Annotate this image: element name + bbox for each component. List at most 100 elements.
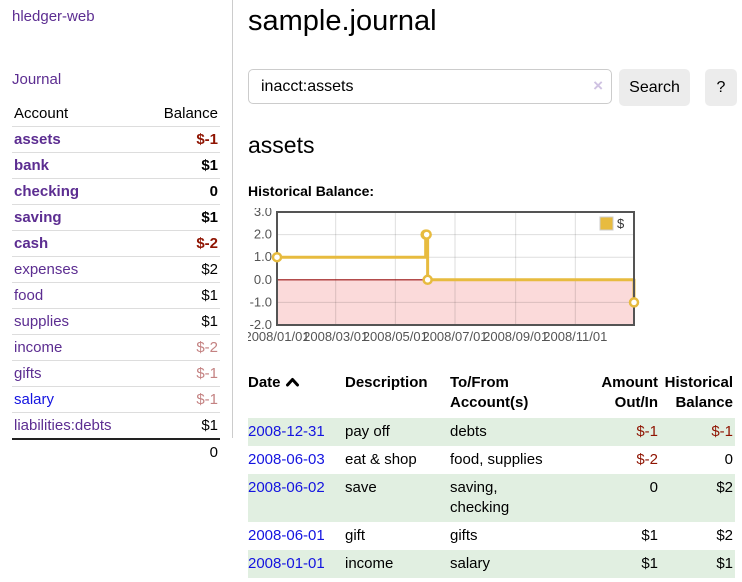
account-balance: $-1	[143, 126, 220, 153]
transaction-amount: $1	[582, 550, 660, 578]
transaction-date-link[interactable]: 2008-01-01	[248, 555, 325, 572]
clear-search-icon[interactable]: ×	[593, 76, 603, 95]
account-row: liabilities:debts $1	[12, 412, 220, 439]
accounts-total-balance: 0	[143, 438, 220, 465]
account-balance: $1	[143, 204, 220, 231]
svg-text:-2.0: -2.0	[250, 317, 272, 332]
data-point-marker	[422, 274, 433, 286]
account-link[interactable]: income	[14, 339, 63, 356]
accounts-header-account: Account	[14, 105, 69, 122]
register-header-accounts: To/From Account(s)	[450, 374, 529, 411]
transaction-description: income	[345, 550, 450, 578]
account-link[interactable]: food	[14, 287, 44, 304]
account-balance: $2	[143, 256, 220, 283]
account-row: gifts $-1	[12, 360, 220, 387]
transaction-row[interactable]: 2008-06-03 eat & shop food, supplies $-2 0	[248, 446, 735, 474]
account-link[interactable]: checking	[14, 183, 80, 200]
search-input[interactable]	[248, 69, 612, 104]
account-balance: $1	[143, 282, 220, 309]
account-link[interactable]: saving	[14, 209, 62, 226]
chart-label: Historical Balance:	[248, 183, 375, 199]
transaction-row[interactable]: 2008-06-02 save saving, checking 0 $2	[248, 474, 735, 522]
transaction-date-link[interactable]: 2008-06-03	[248, 451, 325, 468]
account-row: saving $1	[12, 204, 220, 231]
account-link[interactable]: cash	[14, 235, 49, 252]
account-balance: $-1	[143, 386, 220, 413]
register-header-balance: Historical Balance	[664, 374, 733, 411]
account-link[interactable]: expenses	[14, 261, 79, 278]
account-row: expenses $2	[12, 256, 220, 283]
account-link[interactable]: bank	[14, 157, 50, 174]
transaction-balance: $2	[716, 527, 733, 544]
svg-text:2008/03/01: 2008/03/01	[303, 329, 368, 344]
svg-text:2008/05/01: 2008/05/01	[363, 329, 428, 344]
account-balance: $1	[143, 412, 220, 439]
transaction-description: gift	[345, 527, 366, 544]
account-balance: 0	[143, 178, 220, 205]
search-button[interactable]: Search	[619, 69, 690, 106]
register-table: Date Description To/From Account(s) Amou…	[248, 371, 735, 578]
transaction-balance: $1	[660, 550, 735, 578]
transaction-balance: $-1	[660, 418, 735, 446]
account-row: supplies $1	[12, 308, 220, 335]
account-balance: $1	[143, 152, 220, 179]
account-link[interactable]: supplies	[14, 313, 70, 330]
account-row: food $1	[12, 282, 220, 309]
sidebar: hledger-web Journal Account Balance asse…	[0, 0, 233, 465]
balance-chart-svg: 3.0 2.0 1.0 0.0 -1.0 -2.02008/01/012008/03/01…	[244, 204, 640, 344]
negative-region	[277, 279, 634, 325]
register-header-date[interactable]: Date	[248, 371, 345, 418]
account-row: checking 0	[12, 178, 220, 205]
svg-text:2008/07/01: 2008/07/01	[422, 329, 487, 344]
transaction-description: eat & shop	[345, 451, 417, 468]
account-row: bank $1	[12, 152, 220, 179]
transaction-balance: 0	[724, 451, 733, 468]
svg-text:3.0: 3.0	[254, 208, 272, 219]
svg-text:1.0: 1.0	[254, 249, 272, 264]
svg-text:2008/09/01: 2008/09/01	[483, 329, 548, 344]
plot-border	[276, 211, 635, 326]
account-row: assets $-1	[12, 126, 220, 153]
sort-ascending-icon	[285, 375, 300, 392]
transaction-description: save	[345, 474, 450, 522]
transaction-amount: $-2	[636, 451, 658, 468]
transaction-amount: 0	[582, 474, 660, 522]
transaction-accounts: gifts	[450, 527, 478, 544]
legend-swatch	[599, 216, 614, 231]
transaction-amount: $-1	[582, 418, 660, 446]
transaction-accounts: debts	[450, 418, 582, 446]
svg-text:2008/11/01: 2008/11/01	[543, 329, 607, 344]
account-link[interactable]: gifts	[14, 365, 42, 382]
account-link[interactable]: salary	[14, 391, 55, 408]
register-header-description: Description	[345, 374, 428, 391]
accounts-header-balance: Balance	[163, 105, 218, 122]
transaction-row[interactable]: 2008-12-31 pay off debts $-1 $-1	[248, 418, 735, 446]
account-link[interactable]: assets	[14, 131, 61, 148]
account-balance: $-2	[143, 230, 220, 257]
page-title: sample.journal	[248, 5, 437, 37]
account-row: income $-2	[12, 334, 220, 361]
transaction-date-link[interactable]: 2008-12-31	[248, 423, 325, 440]
accounts-total-row: 0	[12, 438, 220, 465]
accounts-table: Account Balance assets $-1 bank $1 checking 0…	[12, 102, 220, 465]
account-balance: $-2	[143, 334, 220, 361]
transaction-date-link[interactable]: 2008-06-01	[248, 527, 325, 544]
data-point-marker	[628, 297, 640, 308]
account-heading: assets	[248, 132, 315, 158]
transaction-date-link[interactable]: 2008-06-02	[248, 479, 325, 496]
data-point-marker	[421, 229, 432, 240]
account-balance: $1	[143, 308, 220, 335]
transaction-row[interactable]: 2008-06-01 gift gifts $1 $2	[248, 522, 735, 550]
account-row: cash $-2	[12, 230, 220, 257]
help-button[interactable]: ?	[705, 69, 737, 106]
account-row: salary $-1	[12, 386, 220, 413]
transaction-row[interactable]: 2008-01-01 income salary $1 $1	[248, 550, 735, 578]
svg-text:2008/01/01: 2008/01/01	[248, 329, 310, 344]
balance-chart[interactable]: 3.0 2.0 1.0 0.0 -1.0 -2.0 2008/01/01 2008/03/01…	[244, 204, 648, 350]
legend-label: $	[617, 216, 625, 231]
svg-text:0.0: 0.0	[254, 272, 272, 287]
account-link[interactable]: liabilities:debts	[14, 417, 112, 434]
app-title-link[interactable]: hledger-web	[12, 8, 95, 25]
sidebar-item-journal[interactable]: Journal	[12, 71, 62, 88]
search-form: × Search ?	[248, 69, 738, 106]
